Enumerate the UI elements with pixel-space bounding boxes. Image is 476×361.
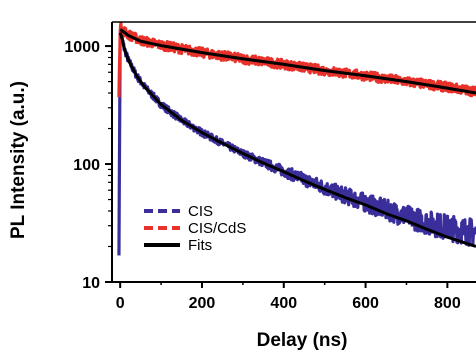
plot-traces xyxy=(117,21,476,256)
x-tick-label: 600 xyxy=(352,295,379,312)
x-tick-label: 200 xyxy=(189,295,216,312)
x-tick-label: 0 xyxy=(116,295,125,312)
legend-label-1: CIS xyxy=(188,203,213,220)
y-tick-label: 1000 xyxy=(64,39,100,56)
x-tick-label: 800 xyxy=(434,295,461,312)
fit-line-3 xyxy=(119,28,476,95)
ticks: 0 200 400 600 800 10 100 1000 xyxy=(64,39,460,312)
legend-label-3: Fits xyxy=(188,237,212,254)
series-cis-cds-trace xyxy=(117,21,476,98)
y-tick-label: 10 xyxy=(82,275,100,292)
x-tick-label: 400 xyxy=(270,295,297,312)
y-axis-title: PL Intensity (a.u.) xyxy=(8,81,29,239)
axes xyxy=(111,21,476,283)
fit-line-2 xyxy=(118,32,476,248)
x-axis-title: Delay (ns) xyxy=(257,330,348,351)
legend-label-2: CIS/CdS xyxy=(188,220,246,237)
y-tick-label: 100 xyxy=(73,157,100,174)
